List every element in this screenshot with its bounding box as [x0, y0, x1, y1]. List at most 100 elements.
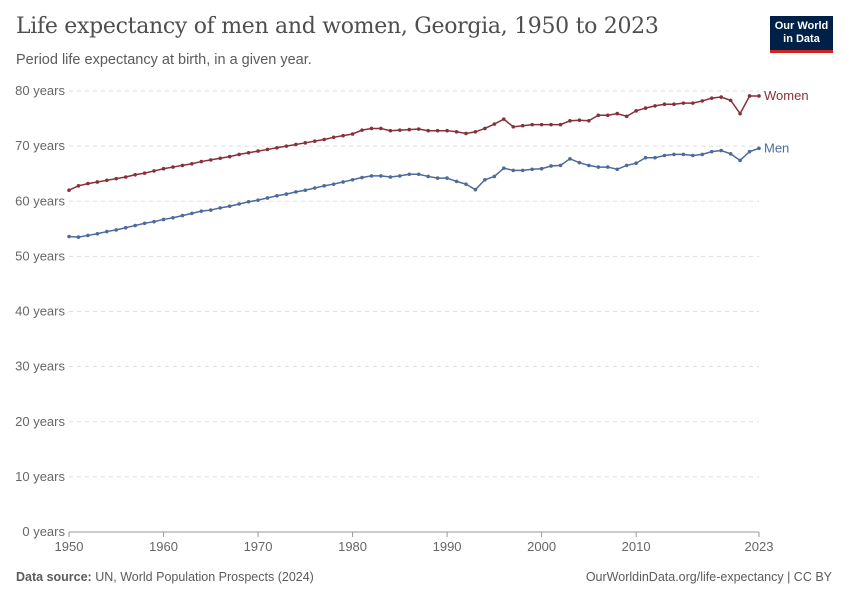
x-tick-label: 1950 [55, 539, 84, 554]
x-tick-label: 2023 [745, 539, 774, 554]
data-point [530, 167, 534, 172]
data-point [426, 174, 430, 179]
data-point [190, 211, 194, 216]
data-point [208, 208, 213, 212]
data-point [709, 149, 714, 154]
data-point [114, 176, 119, 181]
y-tick-label: 50 years [15, 248, 65, 263]
chart-subtitle: Period life expectancy at birth, in a gi… [16, 52, 312, 68]
data-point [738, 111, 742, 116]
data-point [568, 118, 572, 123]
data-point [331, 182, 336, 186]
data-point [142, 221, 147, 226]
data-point [312, 186, 317, 190]
data-point [672, 152, 676, 157]
data-point [691, 153, 695, 158]
data-point [700, 99, 705, 103]
data-point [171, 215, 175, 220]
data-point [738, 158, 742, 163]
data-point [208, 158, 213, 162]
data-point [454, 179, 459, 184]
data-point [133, 223, 137, 228]
y-tick-label: 10 years [15, 469, 65, 484]
data-point [681, 101, 686, 105]
data-point [426, 128, 430, 133]
data-point [180, 163, 185, 168]
data-point [511, 168, 516, 173]
data-point [577, 160, 582, 165]
data-point [653, 104, 657, 108]
data-point [161, 217, 166, 222]
footer-link[interactable]: OurWorldinData.org/life-expectancy | CC … [585, 570, 832, 584]
data-point [237, 202, 241, 206]
x-tick-label: 1980 [338, 539, 367, 554]
data-point [549, 122, 553, 127]
data-point [539, 166, 544, 171]
data-point [558, 122, 563, 127]
data-point [246, 200, 251, 204]
data-point [199, 159, 204, 164]
data-point [398, 128, 402, 132]
data-point [105, 229, 109, 234]
data-point [492, 122, 497, 126]
data-point [587, 118, 591, 123]
data-point [558, 163, 563, 168]
data-point [416, 172, 421, 177]
data-point [322, 137, 327, 142]
data-point [256, 198, 260, 202]
data-point [709, 96, 714, 100]
y-tick-label: 30 years [15, 359, 65, 374]
data-point [662, 153, 667, 158]
data-point [605, 165, 610, 169]
data-point [294, 190, 298, 194]
data-point [473, 187, 478, 192]
data-point [435, 128, 440, 133]
data-point [256, 149, 260, 153]
data-point [728, 98, 733, 103]
data-point [388, 128, 393, 133]
data-point [464, 131, 468, 136]
data-point [530, 122, 534, 127]
source-label: Data source: [16, 570, 92, 584]
data-point [369, 126, 374, 131]
data-point [398, 174, 402, 178]
data-point [294, 142, 298, 147]
data-point [520, 123, 525, 128]
data-point [360, 128, 364, 132]
data-point [728, 152, 733, 156]
data-point [95, 231, 100, 236]
data-point [454, 129, 459, 134]
data-point [161, 166, 166, 171]
data-point [435, 176, 440, 180]
data-point [407, 172, 412, 177]
owid-logo[interactable]: Our World in Data [770, 16, 833, 53]
data-point [549, 164, 553, 168]
data-point [747, 149, 752, 154]
data-point [577, 118, 582, 123]
data-point [379, 126, 383, 131]
data-point [473, 129, 478, 134]
data-point [596, 165, 601, 169]
data-point [596, 113, 601, 118]
data-point [275, 145, 279, 150]
data-point [360, 175, 364, 180]
data-point [180, 213, 185, 218]
data-point [681, 152, 686, 157]
data-point [634, 161, 638, 166]
x-tick-label: 2010 [622, 539, 651, 554]
chart-title: Life expectancy of men and women, Georgi… [16, 14, 659, 39]
data-point [341, 133, 345, 138]
data-point [312, 139, 317, 143]
data-point [265, 196, 270, 200]
data-point [445, 128, 449, 133]
data-point [568, 157, 572, 161]
data-point [520, 168, 525, 173]
data-point [672, 102, 676, 107]
source-text: UN, World Population Prospects (2024) [95, 570, 314, 584]
data-point [123, 225, 128, 230]
data-point [190, 161, 194, 166]
data-point [152, 169, 156, 173]
data-point [539, 122, 544, 127]
data-point [757, 94, 761, 98]
